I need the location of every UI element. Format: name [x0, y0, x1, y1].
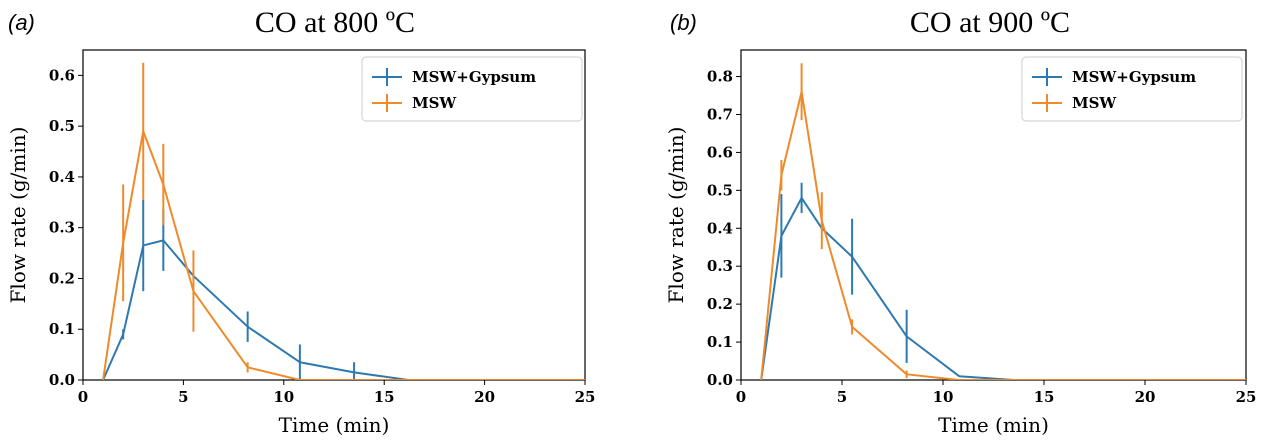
x-tick-label: 0	[736, 388, 746, 406]
y-tick-label: 0.6	[49, 66, 75, 84]
y-tick-label: 0.2	[49, 269, 75, 287]
y-tick-label: 0.7	[707, 105, 733, 123]
y-axis-label: Flow rate (g/min)	[6, 127, 30, 304]
x-tick-label: 10	[273, 388, 294, 406]
y-tick-label: 0.6	[707, 143, 733, 161]
y-axis-label: Flow rate (g/min)	[664, 127, 688, 304]
series-msw	[102, 62, 585, 380]
chart-panel-b: (b) CO at 900 ºC 0 5 10 15 20 25 0.0 0.1 0.2 0.3 0.4…	[664, 6, 1256, 437]
legend-label: MSW+Gypsum	[1072, 68, 1196, 86]
legend-box	[361, 56, 583, 122]
x-axis-label: Time (min)	[938, 413, 1049, 437]
y-tick-label: 0.1	[707, 333, 733, 351]
legend-box	[1021, 56, 1243, 122]
panel-label: (b)	[670, 10, 697, 35]
x-tick-label: 25	[575, 388, 596, 406]
series-msw-gypsum	[760, 182, 1246, 380]
legend: MSW+Gypsum MSW	[1021, 56, 1243, 122]
y-tick-label: 0.8	[707, 68, 733, 86]
x-tick-label: 0	[78, 388, 88, 406]
y-tick-label: 0.0	[707, 371, 733, 389]
y-tick-label: 0.3	[707, 257, 733, 275]
y-tick-label: 0.5	[49, 117, 75, 135]
x-tick-label: 20	[474, 388, 495, 406]
panel-label: (a)	[8, 10, 35, 35]
x-tick-label: 5	[837, 388, 847, 406]
chart-title: CO at 800 ºC	[255, 6, 415, 39]
x-tick-label: 15	[374, 388, 395, 406]
y-tick-label: 0.1	[49, 320, 75, 338]
legend-label: MSW	[412, 94, 457, 112]
y-tick-label: 0.3	[49, 219, 75, 237]
x-tick-label: 15	[1034, 388, 1055, 406]
x-tick-label: 20	[1135, 388, 1156, 406]
series-msw	[760, 63, 1246, 380]
chart-panel-a: (a) CO at 800 ºC 0 5 10 15 20 25 0.0 0.1 0.2 0.3 0.4…	[6, 6, 595, 437]
series-line	[102, 239, 585, 380]
x-tick-label: 25	[1236, 388, 1257, 406]
legend-label: MSW+Gypsum	[412, 68, 536, 86]
y-tick-label: 0.5	[707, 181, 733, 199]
y-tick-label: 0.4	[707, 219, 733, 237]
x-tick-label: 5	[178, 388, 188, 406]
y-tick-label: 0.2	[707, 295, 733, 313]
legend-label: MSW	[1072, 94, 1117, 112]
chart-title: CO at 900 ºC	[910, 6, 1070, 39]
x-tick-label: 10	[933, 388, 954, 406]
y-tick-label: 0.0	[49, 371, 75, 389]
legend: MSW+Gypsum MSW	[361, 56, 583, 122]
series-line	[760, 196, 1246, 380]
series-line	[102, 130, 585, 380]
series-line	[760, 90, 1246, 380]
x-axis-label: Time (min)	[279, 413, 390, 437]
y-tick-label: 0.4	[49, 168, 75, 186]
